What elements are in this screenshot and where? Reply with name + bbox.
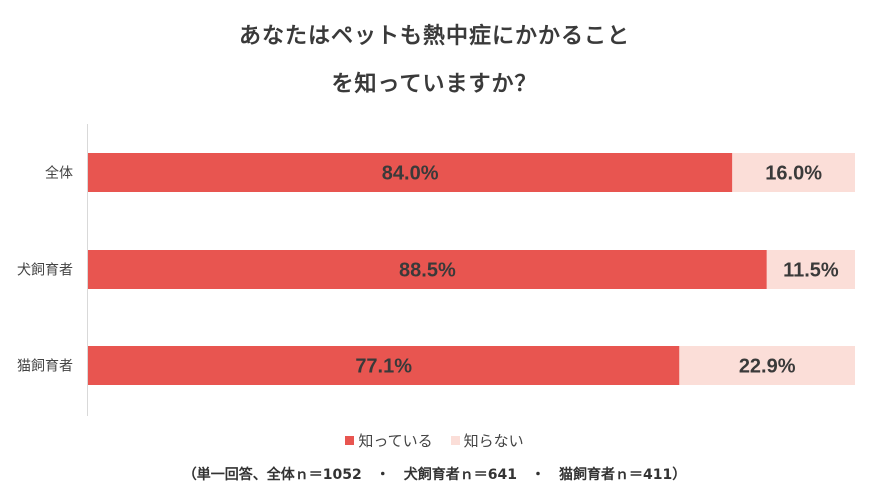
category-label: 全体 [45,165,73,182]
bar-dont-know [766,250,855,289]
legend-swatch-dont-know [450,436,460,445]
data-label-know: 84.0% [382,163,439,185]
data-label-know: 77.1% [355,356,412,378]
legend: 知っている 知らない [0,430,869,451]
category-label: 犬飼育者 [17,263,73,279]
data-label-dont-know: 16.0% [765,163,822,185]
data-label-know: 88.5% [399,260,456,282]
data-label-dont-know: 11.5% [783,260,839,282]
legend-swatch-know [345,436,355,445]
bar-dont-know [732,153,855,192]
sample-size-note: （単一回答、全体ｎ＝1052 ・ 犬飼育者ｎ＝641 ・ 猫飼育者ｎ＝411） [182,467,687,483]
chart-title-line2: を知っていますか？ [331,72,538,97]
category-label: 猫飼育者 [17,359,73,375]
bar-dont-know [679,346,855,385]
legend-label-know: 知っている [358,432,433,450]
legend-item-know: 知っている [345,430,433,451]
bar-know [88,346,680,385]
bar-know [88,250,767,289]
data-label-dont-know: 22.9% [739,356,796,378]
bar-know [88,153,733,192]
legend-item-dont-know: 知らない [450,430,524,451]
legend-label-dont-know: 知らない [463,432,524,450]
chart-title-line1: あなたはペットも熱中症にかかること [238,24,630,49]
